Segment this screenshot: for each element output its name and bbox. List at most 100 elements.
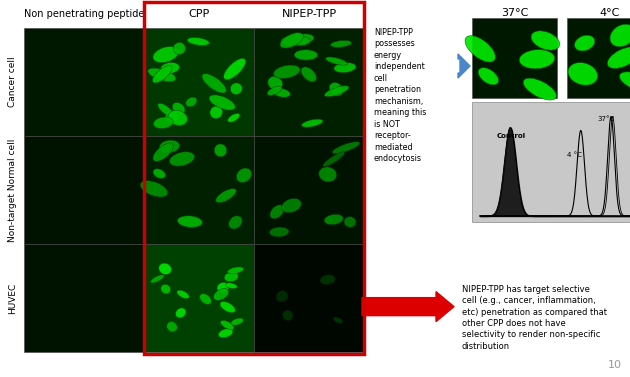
Ellipse shape xyxy=(148,68,176,81)
Bar xyxy=(254,244,364,352)
Ellipse shape xyxy=(186,97,197,107)
Ellipse shape xyxy=(320,274,335,285)
Ellipse shape xyxy=(575,35,595,51)
Ellipse shape xyxy=(168,110,188,126)
Text: Control: Control xyxy=(497,133,526,139)
Ellipse shape xyxy=(178,216,202,227)
Ellipse shape xyxy=(230,83,243,95)
Text: 4 °C: 4 °C xyxy=(568,152,582,158)
Ellipse shape xyxy=(159,263,171,274)
Ellipse shape xyxy=(173,42,186,55)
Ellipse shape xyxy=(214,288,229,300)
Ellipse shape xyxy=(219,329,233,338)
Text: CPP: CPP xyxy=(188,9,210,19)
Ellipse shape xyxy=(153,47,178,63)
Ellipse shape xyxy=(302,119,323,127)
Ellipse shape xyxy=(200,294,212,304)
Ellipse shape xyxy=(329,83,343,96)
Ellipse shape xyxy=(152,66,172,83)
FancyArrow shape xyxy=(362,292,454,322)
Ellipse shape xyxy=(270,227,289,237)
Ellipse shape xyxy=(524,78,556,100)
Ellipse shape xyxy=(166,110,178,122)
Text: 4°C: 4°C xyxy=(599,8,620,18)
Ellipse shape xyxy=(267,86,282,95)
Ellipse shape xyxy=(519,50,554,69)
Ellipse shape xyxy=(169,152,195,166)
Bar xyxy=(144,2,364,354)
Bar xyxy=(567,18,630,98)
Text: NIPEP-TPP has target selective
cell (e.g., cancer, inflammation,
etc) penetratio: NIPEP-TPP has target selective cell (e.g… xyxy=(462,285,607,351)
Ellipse shape xyxy=(236,168,251,182)
Ellipse shape xyxy=(324,86,349,97)
Ellipse shape xyxy=(161,284,171,294)
Bar xyxy=(254,28,364,136)
Ellipse shape xyxy=(334,63,356,73)
Ellipse shape xyxy=(177,290,189,299)
Bar xyxy=(144,244,254,352)
Ellipse shape xyxy=(227,113,240,122)
Bar xyxy=(472,18,557,98)
Ellipse shape xyxy=(227,267,244,274)
Ellipse shape xyxy=(140,181,168,197)
Ellipse shape xyxy=(619,72,630,92)
Ellipse shape xyxy=(210,106,222,119)
Ellipse shape xyxy=(173,103,185,114)
Text: NIPEP-TPP: NIPEP-TPP xyxy=(282,9,336,19)
Ellipse shape xyxy=(301,67,316,82)
Ellipse shape xyxy=(319,167,336,182)
Ellipse shape xyxy=(465,36,495,62)
Ellipse shape xyxy=(215,188,236,202)
Ellipse shape xyxy=(333,317,343,323)
Ellipse shape xyxy=(226,283,237,289)
Ellipse shape xyxy=(283,310,293,320)
Bar xyxy=(24,28,144,136)
Ellipse shape xyxy=(159,140,180,153)
Ellipse shape xyxy=(281,36,311,46)
Ellipse shape xyxy=(332,142,360,153)
Ellipse shape xyxy=(158,103,173,116)
Ellipse shape xyxy=(344,217,356,227)
Ellipse shape xyxy=(607,47,630,68)
FancyArrow shape xyxy=(458,54,470,78)
Ellipse shape xyxy=(323,152,345,167)
Ellipse shape xyxy=(202,74,226,93)
Ellipse shape xyxy=(280,33,304,48)
Text: 10: 10 xyxy=(608,360,622,370)
Ellipse shape xyxy=(231,318,244,325)
Ellipse shape xyxy=(276,291,288,302)
Ellipse shape xyxy=(187,38,209,45)
Ellipse shape xyxy=(153,169,166,178)
Text: Non penetrating peptide: Non penetrating peptide xyxy=(24,9,144,19)
Ellipse shape xyxy=(324,214,343,225)
Ellipse shape xyxy=(294,50,318,60)
Bar xyxy=(144,28,254,136)
Text: Non-target Normal cell: Non-target Normal cell xyxy=(8,138,18,242)
Ellipse shape xyxy=(531,31,559,50)
Ellipse shape xyxy=(478,68,498,85)
Ellipse shape xyxy=(167,322,177,332)
Bar xyxy=(144,136,254,244)
Ellipse shape xyxy=(273,65,300,78)
Ellipse shape xyxy=(568,63,598,85)
Ellipse shape xyxy=(331,40,352,48)
Ellipse shape xyxy=(610,24,630,47)
Ellipse shape xyxy=(209,95,235,110)
Ellipse shape xyxy=(161,63,180,74)
Bar xyxy=(472,102,630,222)
Ellipse shape xyxy=(270,205,284,219)
Ellipse shape xyxy=(273,88,290,97)
Ellipse shape xyxy=(292,34,314,44)
Text: HUVEC: HUVEC xyxy=(8,282,18,314)
Ellipse shape xyxy=(220,302,236,313)
Ellipse shape xyxy=(154,117,173,129)
Ellipse shape xyxy=(153,143,173,161)
Ellipse shape xyxy=(294,33,307,45)
Ellipse shape xyxy=(268,77,283,90)
Ellipse shape xyxy=(151,275,164,283)
Ellipse shape xyxy=(220,320,234,329)
Text: 37°C: 37°C xyxy=(598,116,615,122)
Text: NIPEP-TPP
possesses
energy
independent
cell
penetration
mechanism,
meaning this
: NIPEP-TPP possesses energy independent c… xyxy=(374,28,427,163)
Ellipse shape xyxy=(224,58,246,80)
Ellipse shape xyxy=(224,272,238,282)
